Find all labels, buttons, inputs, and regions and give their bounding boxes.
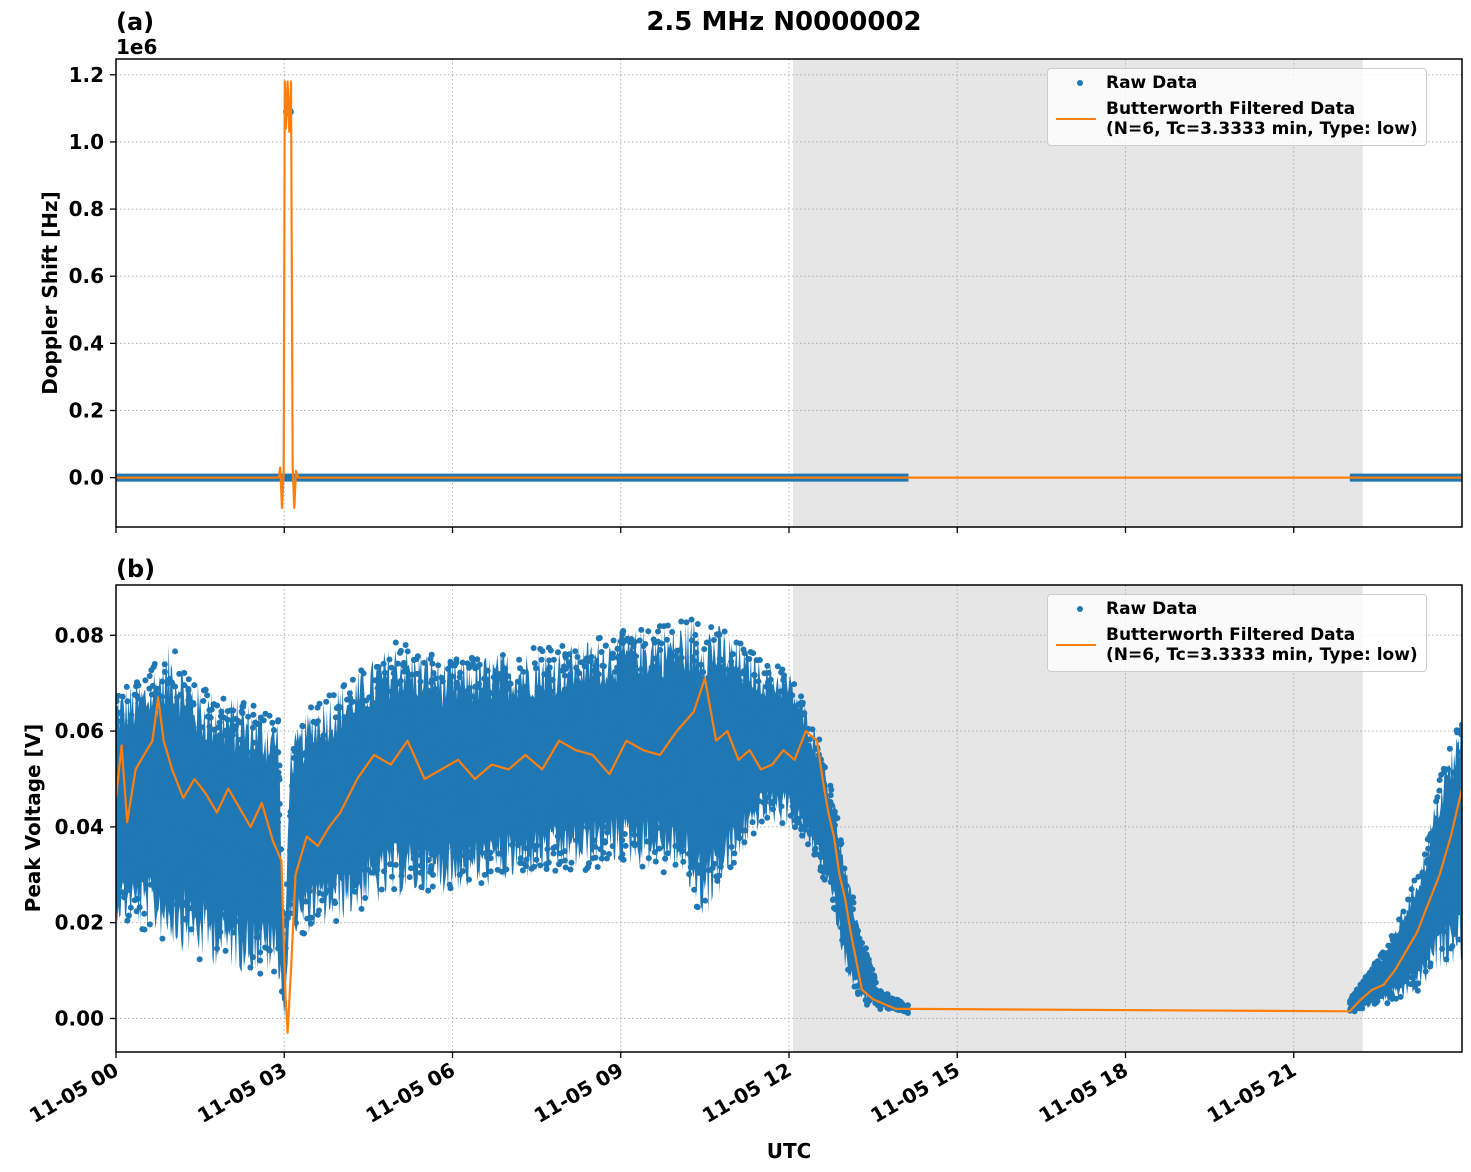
legend-label: Butterworth Filtered Data (N=6, Tc=3.333… (1106, 625, 1418, 665)
plot-area (116, 616, 1462, 1034)
legend-item-filtered: Butterworth Filtered Data (N=6, Tc=3.333… (1056, 99, 1418, 139)
scatter-marker-icon (1077, 80, 1083, 86)
panel-a-label: (a) (116, 8, 154, 36)
filtered-line (116, 80, 1462, 509)
y-tick-label: 0.06 (55, 719, 104, 743)
y-tick-label: 0.04 (55, 815, 104, 839)
x-tick-label: 11-05 09 (530, 1058, 628, 1128)
x-axis-label: UTC (767, 1139, 812, 1163)
y-tick-label: 0.00 (55, 1006, 104, 1030)
legend-label: Raw Data (1106, 599, 1198, 619)
legend-label: Butterworth Filtered Data (N=6, Tc=3.333… (1106, 99, 1418, 139)
y-tick-label: 1.2 (69, 63, 104, 87)
raw-data-cloud (116, 621, 1462, 1016)
panel-b-label: (b) (116, 555, 155, 583)
x-tick-label: 11-05 21 (1203, 1058, 1301, 1128)
legend-label: Raw Data (1106, 73, 1198, 93)
y-offset-label: 1e6 (116, 35, 157, 59)
y-axis-ticks: 0.0 0.2 0.4 0.6 0.8 1.0 1.2 (69, 63, 116, 490)
legend-item-filtered: Butterworth Filtered Data (N=6, Tc=3.333… (1056, 625, 1418, 665)
x-tick-label: 11-05 00 (25, 1058, 123, 1128)
y-tick-label: 0.2 (69, 399, 104, 423)
x-tick-label: 11-05 06 (361, 1058, 459, 1128)
x-tick-label: 11-05 12 (698, 1058, 796, 1128)
x-tick-label: 11-05 15 (866, 1058, 964, 1128)
legend-item-raw: Raw Data (1056, 599, 1418, 619)
grid (115, 59, 1462, 527)
x-axis-ticks: 11-05 00 11-05 03 11-05 06 11-05 09 11-05 12… (25, 1052, 1300, 1128)
line-marker-icon (1056, 644, 1096, 646)
x-tick-label: 11-05 18 (1034, 1058, 1132, 1128)
y-axis-label: Peak Voltage [V] (21, 724, 45, 913)
y-tick-label: 0.4 (69, 331, 104, 355)
y-tick-label: 0.6 (69, 264, 104, 288)
y-tick-label: 1.0 (69, 130, 104, 154)
legend-panel-b: Raw Data Butterworth Filtered Data (N=6,… (1047, 594, 1427, 672)
panel-a: (a) 1e6 0.0 0.2 0.4 0.6 0.8 1.0 1.2 Doppler Sh… (38, 8, 1463, 533)
y-axis-ticks: 0.00 0.02 0.04 0.06 0.08 (55, 623, 116, 1030)
legend-panel-a: Raw Data Butterworth Filtered Data (N=6,… (1047, 68, 1427, 146)
scatter-marker-icon (1077, 606, 1083, 612)
legend-item-raw: Raw Data (1056, 73, 1418, 93)
y-tick-label: 0.08 (55, 623, 104, 647)
figure-title: 2.5 MHz N0000002 (646, 7, 921, 37)
y-tick-label: 0.0 (69, 466, 104, 490)
y-axis-label: Doppler Shift [Hz] (38, 191, 62, 395)
y-tick-label: 0.8 (69, 197, 104, 221)
y-tick-label: 0.02 (55, 911, 104, 935)
filtered-line (116, 677, 1462, 1034)
x-axis-ticks (115, 527, 1295, 533)
line-marker-icon (1056, 118, 1096, 120)
x-tick-label: 11-05 03 (193, 1058, 291, 1128)
plot-area (116, 80, 1462, 509)
